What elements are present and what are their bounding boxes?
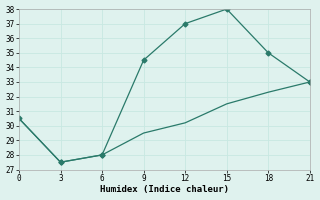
X-axis label: Humidex (Indice chaleur): Humidex (Indice chaleur) [100, 185, 229, 194]
